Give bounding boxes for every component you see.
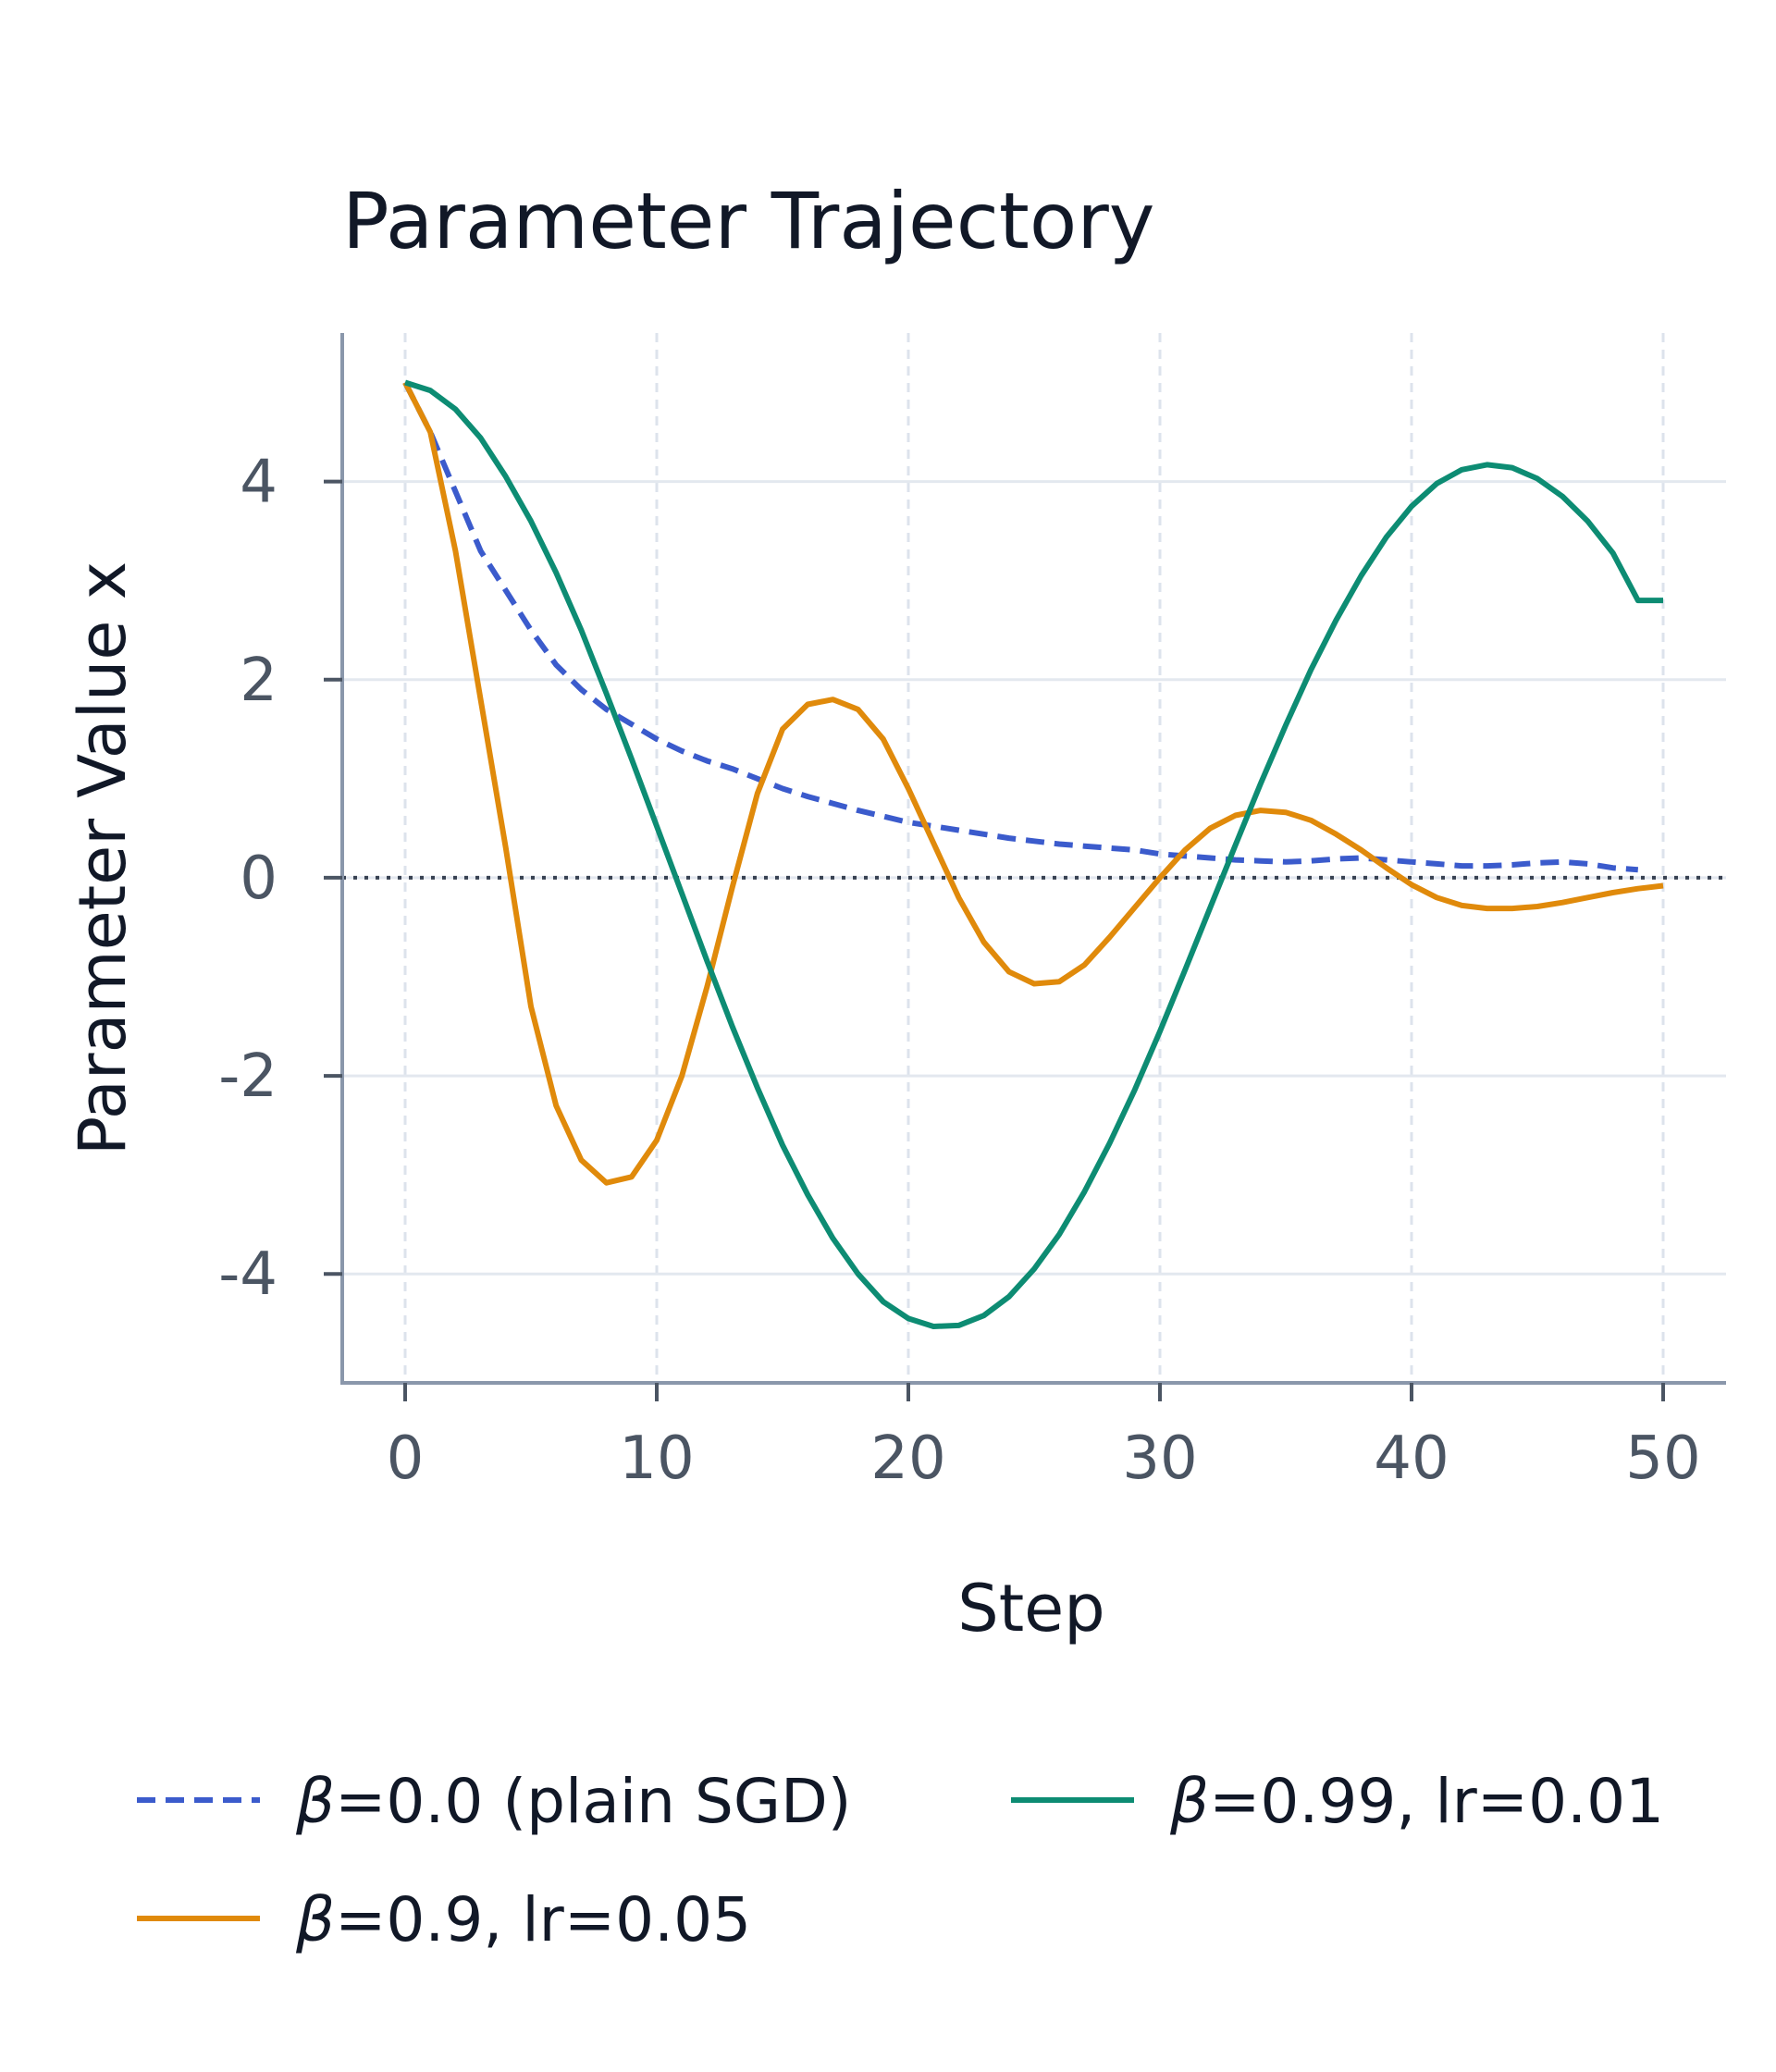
series-line-2: [404, 379, 1663, 1329]
y-tick-label-1: 2: [240, 647, 278, 715]
x-tick-label-3: 30: [1122, 1424, 1197, 1493]
legend-label-0: β=0.0 (plain SGD): [295, 1766, 852, 1837]
legend: β=0.0 (plain SGD) β=0.9, lr=0.05 β=0.99, l…: [137, 1766, 1664, 1955]
x-tick-label-1: 10: [619, 1424, 694, 1493]
series-line-0: [402, 381, 1639, 873]
x-tick-label-5: 50: [1625, 1424, 1700, 1493]
y-axis-title: Parameter Value x: [65, 561, 141, 1155]
series-lines: [402, 379, 1664, 1329]
y-tick-label-3: -2: [218, 1042, 278, 1111]
legend-label-1: β=0.9, lr=0.05: [295, 1884, 751, 1955]
grid-lines: [342, 333, 1726, 1383]
y-tick-label-4: -4: [218, 1240, 278, 1309]
y-tick-label-2: 0: [240, 845, 278, 913]
series-line-1: [402, 381, 1664, 1186]
x-tick-label-2: 20: [870, 1424, 945, 1493]
legend-label-2: β=0.99, lr=0.01: [1169, 1766, 1664, 1837]
chart-title: Parameter Trajectory: [342, 176, 1154, 266]
x-axis-title: Step: [957, 1571, 1104, 1646]
y-tick-label-0: 4: [240, 449, 278, 517]
x-tick-label-4: 40: [1374, 1424, 1449, 1493]
x-tick-label-0: 0: [387, 1424, 425, 1493]
